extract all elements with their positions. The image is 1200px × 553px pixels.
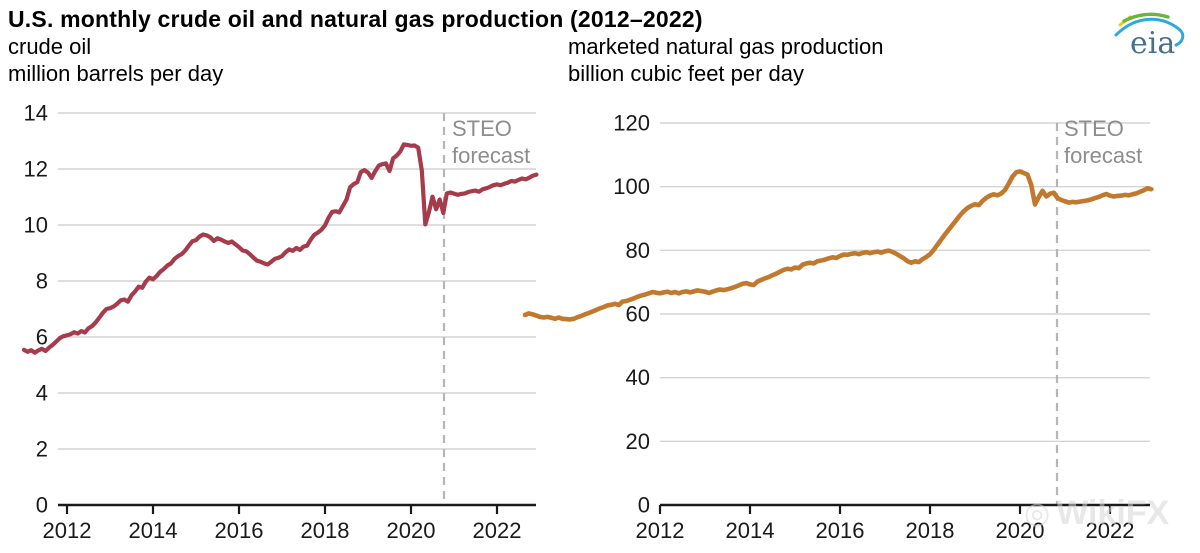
oil-chart-subtitle: crude oil million barrels per day — [8, 33, 223, 87]
y-tick-label: 80 — [626, 238, 650, 263]
eia-logo: eia — [1114, 12, 1185, 60]
oil-forecast-label: STEO forecast — [452, 115, 530, 169]
y-tick-label: 14 — [24, 101, 48, 126]
x-tick-label: 2022 — [1086, 518, 1135, 543]
oil-chart-name: crude oil — [8, 34, 92, 59]
x-tick-label: 2014 — [726, 518, 775, 543]
x-tick-label: 2020 — [996, 518, 1045, 543]
y-tick-label: 0 — [638, 493, 650, 518]
x-tick-label: 2018 — [906, 518, 955, 543]
watermark-logo-icon: ◎ — [1024, 497, 1051, 530]
x-tick-label: 2016 — [215, 518, 264, 543]
eia-logo-blue-arc — [1114, 17, 1185, 47]
x-tick-label: 2020 — [387, 518, 436, 543]
eia-logo-green-arc — [1122, 12, 1170, 23]
gas-forecast-label: STEO forecast — [1064, 115, 1142, 169]
y-tick-label: 0 — [36, 493, 48, 518]
watermark: ◎ WikiFX — [1024, 494, 1169, 533]
oil-chart-units: million barrels per day — [8, 61, 224, 86]
y-tick-label: 20 — [626, 429, 650, 454]
y-tick-label: 40 — [626, 365, 650, 390]
oil-forecast-label-line1: STEO — [452, 116, 512, 141]
y-tick-label: 4 — [36, 381, 48, 406]
gas-chart-subtitle: marketed natural gas production billion … — [568, 33, 884, 87]
y-tick-label: 2 — [36, 437, 48, 462]
series-line — [21, 142, 539, 355]
gas-forecast-label-line1: STEO — [1064, 116, 1124, 141]
x-tick-label: 2012 — [43, 518, 92, 543]
y-tick-label: 12 — [24, 157, 48, 182]
y-tick-label: 120 — [613, 111, 650, 136]
page-title: U.S. monthly crude oil and natural gas p… — [8, 6, 703, 32]
x-tick-label: 2018 — [301, 518, 350, 543]
oil-forecast-label-line2: forecast — [452, 143, 531, 168]
y-tick-label: 8 — [36, 269, 48, 294]
gas-chart: 0 20 40 60 80 100 120 2012 2014 2016 2018 2020 2022 — [522, 111, 1154, 543]
y-tick-label: 6 — [36, 325, 48, 350]
oil-chart: 0 2 4 6 8 10 12 14 2012 2014 2016 2018 2020 2022 — [21, 101, 539, 543]
x-tick-label: 2022 — [473, 518, 522, 543]
eia-logo-text: eia — [1130, 26, 1175, 60]
x-tick-label: 2012 — [636, 518, 685, 543]
watermark-text: WikiFX — [1056, 494, 1170, 532]
x-tick-label: 2014 — [129, 518, 178, 543]
x-tick-label: 2016 — [816, 518, 865, 543]
gas-forecast-label-line2: forecast — [1064, 143, 1143, 168]
y-tick-label: 10 — [24, 213, 48, 238]
y-tick-label: 100 — [613, 174, 650, 199]
gas-chart-name: marketed natural gas production — [568, 34, 884, 59]
y-tick-label: 60 — [626, 302, 650, 327]
series-line — [522, 169, 1154, 322]
gas-chart-units: billion cubic feet per day — [568, 61, 805, 86]
